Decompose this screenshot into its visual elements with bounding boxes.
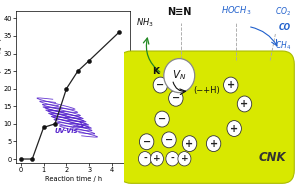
Text: $CH_4$: $CH_4$ (275, 40, 292, 52)
Text: −: − (165, 135, 173, 145)
Circle shape (162, 132, 176, 148)
Text: −: − (158, 114, 166, 124)
Point (41, 126, 46, 129)
Text: -: - (143, 154, 147, 163)
Text: N≡N: N≡N (167, 7, 192, 17)
Text: +: + (240, 99, 249, 109)
Text: +: + (227, 80, 235, 90)
Text: UV-Vis: UV-Vis (55, 128, 78, 134)
Text: $CO_2$: $CO_2$ (275, 6, 292, 18)
Point (18, 157, 23, 160)
Text: −: − (156, 80, 165, 90)
Circle shape (223, 77, 238, 93)
Text: CO: CO (279, 23, 291, 32)
Point (117, 31, 121, 34)
Text: +: + (153, 154, 161, 163)
Circle shape (139, 134, 154, 150)
Circle shape (153, 77, 168, 93)
Circle shape (237, 96, 252, 112)
Point (75, 70, 80, 73)
Circle shape (182, 136, 197, 152)
Circle shape (166, 152, 179, 166)
Text: −: − (143, 137, 151, 147)
Text: +: + (210, 139, 218, 149)
Circle shape (206, 136, 221, 152)
Circle shape (139, 152, 152, 166)
Point (87, 59, 91, 62)
Circle shape (178, 152, 191, 166)
Text: $NH_3$: $NH_3$ (136, 16, 154, 29)
X-axis label: Reaction time / h: Reaction time / h (45, 176, 102, 182)
Text: K: K (152, 67, 160, 76)
Text: (−+H): (−+H) (193, 86, 220, 95)
Text: CNK: CNK (258, 151, 286, 164)
Point (64, 87, 69, 90)
Text: −: − (172, 93, 180, 103)
Y-axis label: Ammonia evolution (mmol/g·h): Ammonia evolution (mmol/g·h) (0, 38, 2, 136)
FancyBboxPatch shape (119, 51, 294, 183)
Circle shape (227, 121, 242, 136)
Text: $V_N$: $V_N$ (172, 69, 186, 83)
Circle shape (169, 90, 183, 106)
Circle shape (155, 111, 169, 127)
Text: $HOCH_3$: $HOCH_3$ (221, 5, 251, 17)
Point (53, 122, 57, 125)
Circle shape (164, 59, 195, 93)
Text: +: + (230, 124, 238, 133)
Text: +: + (186, 139, 194, 149)
Circle shape (150, 152, 163, 166)
Text: -: - (170, 154, 174, 163)
Text: +: + (181, 154, 188, 163)
Point (30, 157, 35, 160)
